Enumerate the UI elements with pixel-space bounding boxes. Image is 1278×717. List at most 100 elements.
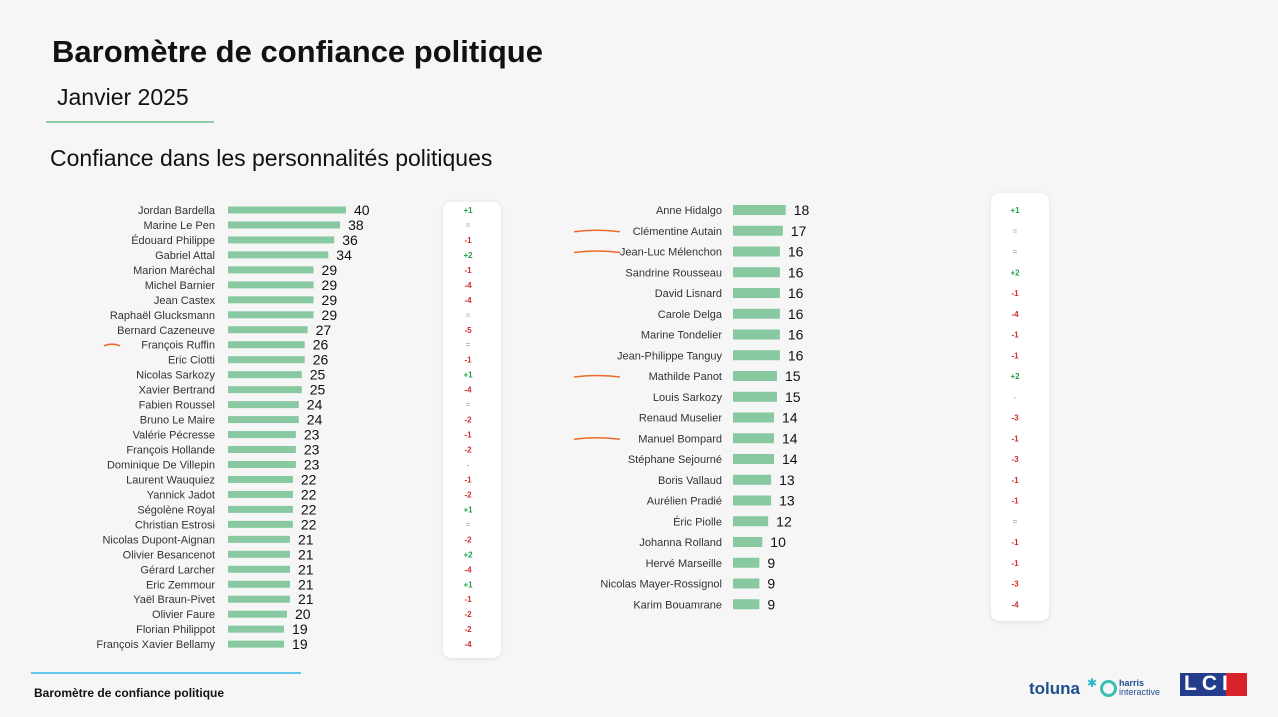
category-label: Sandrine Rousseau (625, 267, 722, 279)
evolution-label: -1 (1011, 434, 1019, 443)
bar (733, 267, 780, 278)
bar (733, 350, 780, 361)
evolution-card-right (991, 193, 1049, 621)
evolution-label: -2 (464, 610, 472, 619)
data-label: 22 (301, 471, 317, 487)
bar (733, 433, 775, 444)
evolution-label: +1 (463, 580, 473, 589)
title-divider (46, 121, 214, 123)
data-label: 22 (301, 501, 317, 517)
data-label: 13 (779, 493, 795, 509)
category-label: Jordan Bardella (138, 205, 216, 217)
bar (228, 296, 314, 304)
evolution-label: -2 (464, 446, 472, 455)
data-label: 10 (770, 534, 786, 550)
bar (228, 446, 296, 454)
bar (228, 475, 293, 483)
category-label: Florian Philippot (136, 624, 215, 636)
bar (228, 266, 314, 274)
category-label: Nicolas Mayer-Rossignol (600, 579, 722, 591)
evolution-label: -3 (1011, 455, 1019, 464)
data-label: 36 (342, 232, 358, 248)
category-label: Clémentine Autain (633, 226, 722, 238)
category-label: François Xavier Bellamy (96, 639, 215, 651)
evolution-label: -2 (464, 490, 472, 499)
category-label: Marine Le Pen (143, 220, 215, 232)
data-label: 21 (298, 546, 314, 562)
evolution-label: -1 (1011, 289, 1019, 298)
bar (733, 537, 763, 547)
evolution-label: -2 (464, 416, 472, 425)
category-label: Éric Piolle (673, 515, 722, 528)
evolution-label: -1 (464, 475, 472, 484)
category-label: Karim Bouamrane (633, 599, 722, 611)
data-label: 25 (310, 382, 326, 398)
bar (228, 281, 314, 289)
evolution-label: = (1013, 227, 1018, 236)
bar (733, 516, 769, 527)
data-label: 24 (307, 397, 323, 413)
bar (228, 535, 290, 543)
evolution-label: -3 (1011, 580, 1019, 589)
data-label: 21 (298, 531, 314, 547)
bar (228, 565, 290, 573)
evolution-card-left (443, 202, 501, 658)
bar (228, 236, 335, 244)
category-label: Laurent Wauquiez (126, 474, 215, 486)
category-label: Eric Zemmour (146, 579, 215, 591)
data-label: 14 (782, 410, 798, 426)
data-label: 40 (354, 202, 370, 218)
evolution-label: +2 (463, 550, 473, 559)
evolution-label: - (1014, 393, 1017, 402)
bar (733, 557, 760, 568)
evolution-label: +2 (463, 251, 473, 260)
category-label: Dominique De Villepin (107, 459, 215, 471)
evolution-label: +1 (463, 206, 473, 215)
category-label: Aurélien Pradié (647, 496, 722, 508)
category-label: Yaël Braun-Pivet (133, 594, 215, 606)
category-label: David Lisnard (655, 288, 722, 300)
data-label: 26 (313, 337, 329, 353)
bar (228, 625, 285, 633)
bar (228, 416, 299, 424)
bar (733, 371, 777, 381)
category-label: François Ruffin (141, 340, 215, 352)
bar (733, 329, 780, 340)
harris-logo-line1: harris (1119, 678, 1145, 688)
evolution-label: -1 (1011, 497, 1019, 506)
data-label: 16 (788, 306, 804, 322)
evolution-label: = (466, 221, 471, 230)
evolution-label: -1 (464, 431, 472, 440)
bar (228, 206, 346, 214)
evolution-label: = (466, 311, 471, 320)
bar (228, 520, 293, 528)
bar (228, 386, 302, 394)
data-label: 16 (788, 244, 804, 260)
evolution-label: +2 (1010, 268, 1020, 277)
category-label: Johanna Rolland (639, 537, 722, 549)
bar (228, 580, 290, 588)
evolution-label: +1 (1010, 206, 1020, 215)
data-label: 13 (779, 472, 795, 488)
bar (733, 599, 760, 610)
data-label: 24 (307, 412, 323, 428)
bar (733, 412, 775, 423)
bar (733, 391, 777, 402)
bar (228, 460, 296, 468)
toluna-star-icon: ✱ (1087, 676, 1098, 690)
highlight-mark (573, 229, 621, 233)
data-label: 12 (776, 513, 792, 529)
category-label: Valérie Pécresse (133, 430, 215, 442)
data-label: 21 (298, 576, 314, 592)
data-label: 19 (292, 621, 308, 637)
evolution-label: -4 (1011, 310, 1019, 319)
category-label: Manuel Bompard (638, 433, 722, 445)
data-label: 23 (304, 427, 320, 443)
category-label: Édouard Philippe (131, 234, 215, 247)
bar (733, 225, 783, 236)
category-label: Olivier Faure (152, 609, 215, 621)
page-subtitle: Janvier 2025 (57, 84, 189, 110)
evolution-label: -4 (464, 640, 472, 649)
data-label: 16 (788, 264, 804, 280)
bar (733, 495, 772, 506)
